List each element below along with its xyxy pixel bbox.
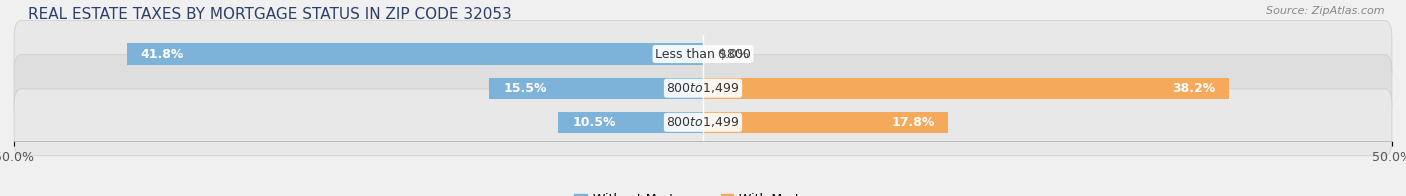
Text: $800 to $1,499: $800 to $1,499 bbox=[666, 81, 740, 95]
Bar bbox=[127, 44, 703, 65]
Bar bbox=[489, 78, 703, 99]
Text: 38.2%: 38.2% bbox=[1173, 82, 1216, 95]
FancyBboxPatch shape bbox=[14, 55, 1392, 122]
Text: 41.8%: 41.8% bbox=[141, 48, 184, 61]
Text: Less than $800: Less than $800 bbox=[655, 48, 751, 61]
Text: 0.0%: 0.0% bbox=[717, 48, 749, 61]
Legend: Without Mortgage, With Mortgage: Without Mortgage, With Mortgage bbox=[569, 188, 837, 196]
Bar bbox=[703, 112, 948, 133]
Bar bbox=[703, 78, 1229, 99]
Text: $800 to $1,499: $800 to $1,499 bbox=[666, 115, 740, 129]
Text: Source: ZipAtlas.com: Source: ZipAtlas.com bbox=[1267, 6, 1385, 16]
Text: 15.5%: 15.5% bbox=[503, 82, 547, 95]
Text: 17.8%: 17.8% bbox=[891, 116, 935, 129]
Text: REAL ESTATE TAXES BY MORTGAGE STATUS IN ZIP CODE 32053: REAL ESTATE TAXES BY MORTGAGE STATUS IN … bbox=[28, 6, 512, 22]
Text: 10.5%: 10.5% bbox=[572, 116, 616, 129]
FancyBboxPatch shape bbox=[14, 21, 1392, 88]
Bar bbox=[558, 112, 703, 133]
FancyBboxPatch shape bbox=[14, 89, 1392, 156]
